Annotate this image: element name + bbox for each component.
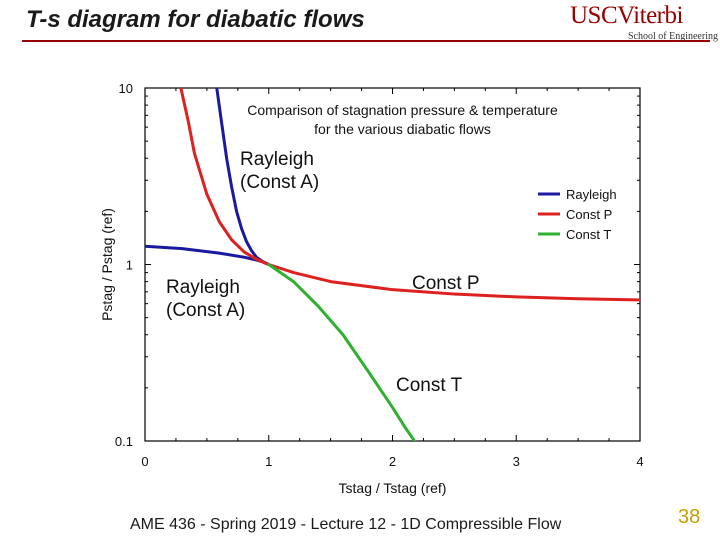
chart-title-line-1: Comparison of stagnation pressure & temp… (247, 102, 558, 118)
annotation-3-line-1: Const P (412, 273, 480, 294)
x-tick-label: 4 (636, 454, 643, 469)
y-axis-label: Pstag / Pstag (ref) (99, 208, 115, 321)
page-number: 38 (678, 506, 701, 528)
slide-footer: AME 436 - Spring 2019 - Lecture 12 - 1D … (130, 516, 562, 533)
x-tick-label: 3 (513, 454, 520, 469)
x-tick-label: 2 (389, 454, 396, 469)
x-axis-label: Tstag / Tstag (ref) (339, 480, 447, 496)
usc-viterbi-logo: USCViterbi (570, 2, 683, 29)
y-tick-label: 10 (119, 81, 133, 96)
x-tick-label: 0 (141, 454, 148, 469)
slide-title: T-s diagram for diabatic flows (26, 6, 365, 33)
x-tick-label: 1 (265, 454, 272, 469)
plot-frame (144, 87, 641, 442)
y-tick-label: 0.1 (115, 434, 133, 449)
annotation-4-line-1: Const T (396, 375, 463, 396)
legend-label-const-p: Const P (566, 207, 612, 222)
y-tick-label: 1 (126, 258, 133, 273)
legend-label-rayleigh: Rayleigh (566, 187, 617, 202)
chart-title-line-2: for the various diabatic flows (314, 121, 491, 137)
title-underline (22, 40, 710, 42)
annotation-1-line-2: (Const A) (240, 172, 319, 193)
legend-label-const-t: Const T (566, 227, 611, 242)
series-line-const-t (267, 263, 417, 441)
series-line-const-p (179, 88, 640, 302)
annotation-1-line-1: Rayleigh (240, 149, 314, 170)
annotation-2-line-2: (Const A) (166, 300, 245, 321)
annotation-2-line-1: Rayleigh (166, 277, 240, 298)
usc-viterbi-logo-subtitle: School of Engineering (628, 31, 718, 42)
